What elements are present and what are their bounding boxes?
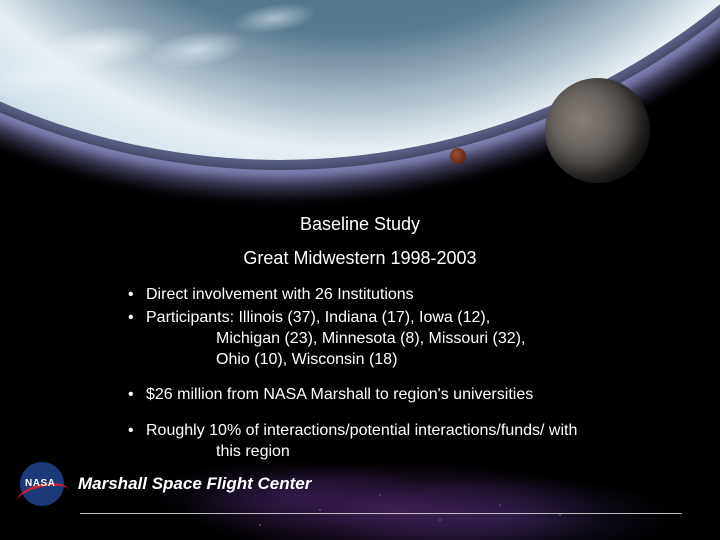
slide-subtitle: Great Midwestern 1998-2003	[0, 248, 720, 269]
bullet-subline: Ohio (10), Wisconsin (18)	[146, 349, 680, 370]
bullet-subline: Michigan (23), Minnesota (8), Missouri (…	[146, 328, 680, 349]
bullet-item: Direct involvement with 26 Institutions	[128, 284, 680, 305]
slide-footer: NASA Marshall Space Flight Center	[18, 462, 690, 506]
bullet-text: Roughly 10% of interactions/potential in…	[146, 422, 577, 439]
bullet-item: Roughly 10% of interactions/potential in…	[128, 420, 680, 462]
bullet-text: $26 million from NASA Marshall to region…	[146, 386, 533, 403]
footer-divider	[80, 513, 682, 514]
bullet-text: Participants: Illinois (37), Indiana (17…	[146, 309, 490, 326]
slide-title: Baseline Study	[0, 214, 720, 235]
bullet-item: Participants: Illinois (37), Indiana (17…	[128, 307, 680, 370]
bullet-item: $26 million from NASA Marshall to region…	[128, 384, 680, 405]
slide-content: Baseline Study Great Midwestern 1998-200…	[0, 0, 720, 540]
footer-org-name: Marshall Space Flight Center	[78, 474, 311, 494]
nasa-logo-icon: NASA	[18, 462, 70, 506]
bullet-text: Direct involvement with 26 Institutions	[146, 286, 414, 303]
nasa-logo-text: NASA	[25, 478, 55, 489]
bullet-list: Direct involvement with 26 Institutions …	[128, 284, 680, 476]
bullet-subline: this region	[146, 441, 680, 462]
